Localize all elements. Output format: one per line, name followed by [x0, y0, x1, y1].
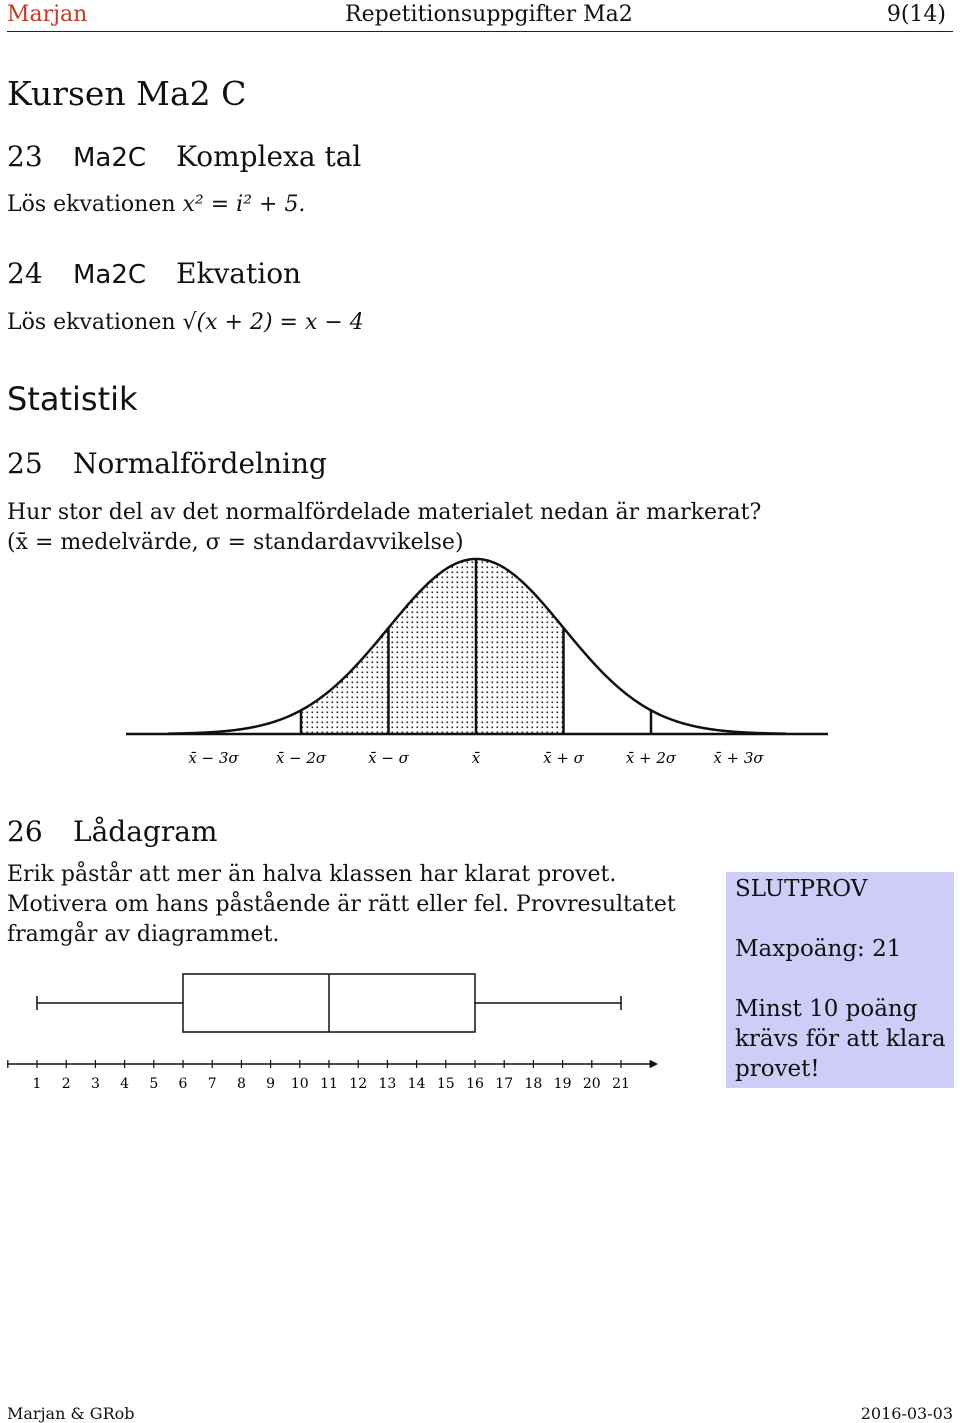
task-number: 24	[7, 257, 43, 290]
task-26-line-1: Erik påstår att mer än halva klassen har…	[7, 862, 617, 887]
task-26-line-3: framgår av diagrammet.	[7, 922, 280, 947]
footer-date: 2016-03-03	[860, 1404, 953, 1423]
task-23-text: Lös ekvationen x² = i² + 5.	[7, 192, 305, 217]
sd-label: x̄ + 3σ	[713, 749, 764, 767]
axis-tick-label: 15	[437, 1076, 455, 1092]
axis-arrow-icon	[650, 1060, 658, 1068]
task-number: 26	[7, 815, 43, 848]
axis-tick-label: 14	[408, 1076, 426, 1092]
task-25-question: Hur stor del av det normalfördelade mate…	[7, 500, 762, 525]
boxplot-ticks: 1 2 3 4 5 6 7 8 9 10 11 12 13 14 15 16 17 18 19 20 21	[7, 1060, 651, 1092]
sd-lines	[299, 559, 653, 734]
info-box-line-3: provet!	[735, 1056, 820, 1082]
header-author: Marjan	[7, 2, 88, 27]
sd-labels: x̄ − 3σ x̄ − 2σ x̄ − σ x̄ x̄ + σ x̄ + 2σ x̄ + …	[188, 749, 764, 767]
sd-label: x̄	[472, 749, 481, 767]
task-number: 23	[7, 140, 43, 173]
axis-tick-label: 8	[237, 1076, 246, 1092]
boxplot-shapes	[36, 973, 622, 1033]
axis-tick-label: 18	[524, 1076, 542, 1092]
section-heading-statistics: Statistik	[7, 380, 138, 418]
task-title: Normalfördelning	[73, 447, 327, 480]
task-23-heading: 23 Ma2C Komplexa tal	[7, 140, 361, 173]
axis-tick-label: 6	[179, 1076, 188, 1092]
info-box-maxpoints: Maxpoäng: 21	[735, 936, 902, 962]
axis-tick-label: 12	[349, 1076, 367, 1092]
task-code: Ma2C	[73, 143, 147, 173]
task-26-heading: 26 Lådagram	[7, 815, 217, 848]
sd-label: x̄ − σ	[368, 749, 410, 767]
axis-tick-label: 5	[149, 1076, 158, 1092]
axis-tick-label: 21	[612, 1076, 630, 1092]
task-25-heading: 25 Normalfördelning	[7, 447, 327, 480]
axis-tick-label: 2	[62, 1076, 71, 1092]
sd-label: x̄ − 2σ	[276, 749, 327, 767]
section-heading-course: Kursen Ma2 C	[7, 74, 247, 113]
task-title: Ekvation	[176, 257, 302, 290]
task-24-prefix: Lös ekvationen	[7, 310, 176, 335]
task-24-equation: √(x + 2) = x − 4	[182, 310, 364, 335]
sd-label: x̄ + 2σ	[626, 749, 677, 767]
info-box-title: SLUTPROV	[735, 876, 868, 902]
task-number: 25	[7, 447, 43, 480]
task-24-text: Lös ekvationen √(x + 2) = x − 4	[7, 310, 364, 335]
task-24-heading: 24 Ma2C Ekvation	[7, 257, 301, 290]
task-code: Ma2C	[73, 260, 147, 290]
footer-left: Marjan & GRob	[7, 1404, 135, 1423]
axis-tick-label: 9	[266, 1076, 275, 1092]
info-box: SLUTPROV Maxpoäng: 21 Minst 10 poäng krä…	[726, 872, 954, 1088]
axis-tick-label: 7	[208, 1076, 217, 1092]
boxplot-figure: 1 2 3 4 5 6 7 8 9 10 11 12 13 14 15 16 17 18 19 20 21	[7, 973, 658, 1092]
sd-label: x̄ + σ	[543, 749, 585, 767]
axis-tick-label: 20	[583, 1076, 601, 1092]
axis-tick-label: 4	[120, 1076, 129, 1092]
task-26-line-2: Motivera om hans påstående är rätt eller…	[7, 892, 676, 917]
header-divider	[7, 31, 953, 32]
normal-distribution-figure: x̄ − 3σ x̄ − 2σ x̄ − σ x̄ x̄ + σ x̄ + 2σ x̄ + …	[126, 557, 828, 767]
axis-tick-label: 10	[291, 1076, 309, 1092]
sd-label: x̄ − 3σ	[188, 749, 239, 767]
axis-tick-label: 17	[495, 1076, 513, 1092]
axis-tick-label: 19	[554, 1076, 572, 1092]
info-box-line-2: krävs för att klara	[735, 1026, 946, 1052]
task-23-equation: x² = i² + 5.	[182, 192, 306, 217]
info-box-line-1: Minst 10 poäng	[735, 996, 918, 1022]
axis-tick-label: 11	[320, 1076, 338, 1092]
axis-tick-label: 1	[33, 1076, 42, 1092]
axis-tick-label: 3	[91, 1076, 100, 1092]
axis-tick-label: 13	[378, 1076, 396, 1092]
axis-tick-label: 16	[466, 1076, 484, 1092]
task-25-note: (x̄ = medelvärde, σ = standardavvikelse)	[7, 530, 464, 555]
shaded-area	[301, 559, 564, 734]
task-23-prefix: Lös ekvationen	[7, 192, 176, 217]
header-title: Repetitionsuppgifter Ma2	[345, 2, 633, 27]
header-page-number: 9(14)	[886, 2, 946, 27]
task-title: Komplexa tal	[176, 140, 362, 173]
task-title: Lådagram	[73, 815, 218, 848]
